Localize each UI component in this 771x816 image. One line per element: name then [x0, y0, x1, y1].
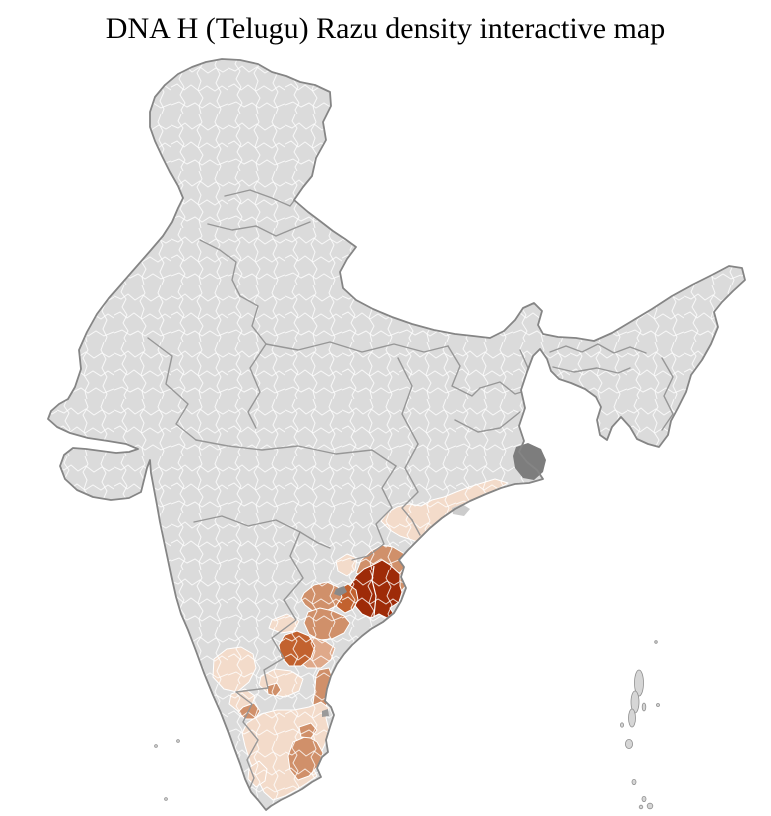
- map-title: DNA H (Telugu) Razu density interactive …: [105, 12, 666, 45]
- island[interactable]: [641, 796, 647, 803]
- district-divider-lines: [371, 565, 377, 617]
- pulicat-lake: [322, 709, 329, 717]
- state-border-line: [552, 366, 631, 374]
- state-border-line: [195, 439, 397, 467]
- island[interactable]: [176, 739, 180, 743]
- state-border-line: [147, 337, 197, 441]
- island[interactable]: [628, 708, 636, 728]
- godavari-core-district-divider: [371, 565, 377, 617]
- state-border-line: [411, 519, 421, 536]
- state-border-line: [207, 221, 311, 237]
- kolleru-lake: [334, 586, 347, 596]
- state-border-line: [199, 239, 241, 297]
- state-border-line: [235, 691, 259, 793]
- island[interactable]: [154, 744, 158, 748]
- island[interactable]: [641, 702, 647, 712]
- island[interactable]: [164, 797, 168, 801]
- state-border-line: [397, 357, 419, 445]
- island[interactable]: [656, 703, 660, 707]
- islands-lakshadweep[interactable]: [154, 739, 180, 801]
- island[interactable]: [654, 640, 658, 644]
- state-border-line: [454, 411, 521, 433]
- state-border-line: [447, 345, 481, 397]
- islands-andaman-nicobar[interactable]: [620, 640, 660, 810]
- island[interactable]: [631, 779, 637, 786]
- island[interactable]: [646, 802, 654, 810]
- india-coast-stroke: [47, 58, 746, 811]
- island[interactable]: [625, 739, 634, 750]
- state-border-line: [549, 343, 647, 354]
- state-border-line: [235, 531, 304, 693]
- island[interactable]: [638, 804, 644, 810]
- state-border-line: [351, 465, 397, 561]
- island[interactable]: [634, 669, 644, 697]
- chilika-lake: [452, 504, 470, 516]
- state-border-line: [193, 515, 331, 549]
- state-border-line: [401, 443, 419, 521]
- state-border-line: [239, 295, 267, 429]
- island[interactable]: [620, 722, 625, 728]
- state-border-line: [265, 341, 449, 353]
- state-border-line: [661, 357, 674, 431]
